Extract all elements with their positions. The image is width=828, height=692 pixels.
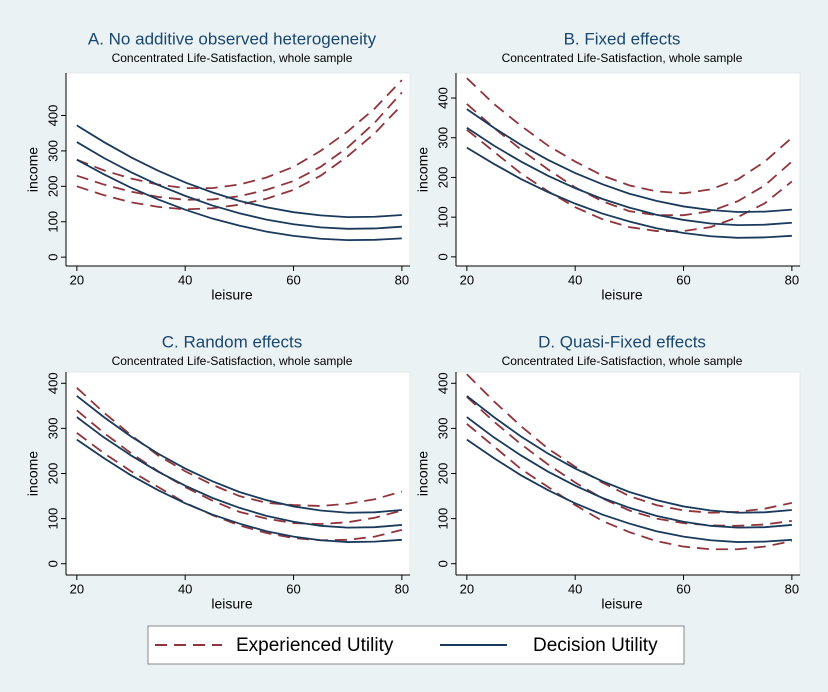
- data-line: [466, 438, 792, 543]
- plot-area: [455, 72, 801, 267]
- data-line: [76, 432, 403, 542]
- data-line: [466, 395, 792, 514]
- data-line: [76, 79, 403, 189]
- data-line: [466, 127, 792, 226]
- y-tick-label: 100: [435, 206, 450, 228]
- panel-subtitle: Concentrated Life-Satisfaction, whole sa…: [502, 51, 743, 65]
- panel-title: B. Fixed effects: [564, 29, 681, 48]
- data-line: [466, 103, 793, 217]
- data-line: [76, 104, 403, 211]
- y-tick-label: 400: [45, 372, 60, 394]
- data-line: [466, 108, 792, 213]
- x-tick-label: 40: [568, 272, 582, 287]
- data-line: [76, 124, 402, 219]
- y-axis-label: income: [415, 451, 431, 496]
- panel-title: D. Quasi-Fixed effects: [538, 332, 706, 351]
- panel: A. No additive observed heterogeneity Con…: [25, 29, 411, 303]
- x-tick-label: 40: [178, 581, 192, 596]
- x-tick-label: 40: [178, 272, 192, 287]
- data-line: [76, 395, 402, 514]
- data-line: [466, 77, 793, 195]
- x-tick-label: 60: [676, 272, 690, 287]
- x-tick-label: 40: [568, 581, 582, 596]
- data-line: [466, 396, 792, 527]
- x-tick-label: 20: [70, 272, 84, 287]
- x-axis-label: leisure: [211, 287, 252, 303]
- y-tick-label: 0: [45, 254, 60, 261]
- panel: C. Random effects Concentrated Life-Satis…: [25, 332, 411, 612]
- legend-label: Decision Utility: [533, 635, 658, 656]
- x-tick-label: 20: [70, 581, 84, 596]
- x-tick-label: 80: [395, 272, 409, 287]
- x-tick-label: 20: [460, 272, 474, 287]
- panel: D. Quasi-Fixed effects Concentrated Life-…: [415, 332, 801, 612]
- y-tick-label: 100: [45, 211, 60, 233]
- x-axis-label: leisure: [601, 287, 642, 303]
- y-tick-label: 400: [45, 105, 60, 127]
- y-tick-label: 300: [45, 418, 60, 440]
- y-tick-label: 0: [435, 253, 450, 260]
- data-line: [76, 158, 402, 242]
- data-line: [76, 91, 403, 201]
- plot-area: [65, 371, 411, 576]
- data-line: [466, 416, 792, 529]
- data-line: [466, 146, 792, 239]
- y-tick-label: 100: [45, 508, 60, 530]
- x-axis-label: leisure: [601, 596, 642, 612]
- panel-title: C. Random effects: [162, 332, 302, 351]
- data-line: [76, 141, 402, 230]
- panel-title: A. No additive observed heterogeneity: [88, 29, 377, 48]
- y-tick-label: 400: [435, 372, 450, 394]
- data-line: [76, 387, 403, 507]
- legend-label: Experienced Utility: [236, 635, 394, 656]
- plot-area: [455, 371, 801, 576]
- y-tick-label: 100: [435, 508, 450, 530]
- y-tick-label: 400: [435, 87, 450, 109]
- y-tick-label: 0: [45, 560, 60, 567]
- y-tick-label: 0: [435, 560, 450, 567]
- y-tick-label: 200: [435, 463, 450, 485]
- y-tick-label: 200: [435, 167, 450, 189]
- y-tick-label: 300: [435, 127, 450, 149]
- data-line: [76, 416, 402, 529]
- x-tick-label: 60: [286, 272, 300, 287]
- y-axis-label: income: [25, 147, 41, 192]
- plot-area: [65, 72, 411, 267]
- x-tick-label: 80: [785, 272, 799, 287]
- legend-box: [147, 625, 685, 665]
- y-tick-label: 200: [45, 175, 60, 197]
- x-tick-label: 80: [785, 581, 799, 596]
- y-axis-label: income: [25, 451, 41, 496]
- panel: B. Fixed effects Concentrated Life-Satisf…: [415, 29, 801, 303]
- y-tick-label: 300: [435, 418, 450, 440]
- panel-subtitle: Concentrated Life-Satisfaction, whole sa…: [502, 354, 743, 368]
- x-tick-label: 60: [286, 581, 300, 596]
- data-line: [466, 423, 793, 551]
- data-line: [76, 409, 403, 525]
- x-tick-label: 20: [460, 581, 474, 596]
- x-tick-label: 80: [395, 581, 409, 596]
- x-tick-label: 60: [676, 581, 690, 596]
- x-axis-label: leisure: [211, 596, 252, 612]
- y-tick-label: 200: [45, 463, 60, 485]
- data-line: [466, 129, 793, 232]
- y-tick-label: 300: [45, 140, 60, 162]
- panel-subtitle: Concentrated Life-Satisfaction, whole sa…: [112, 354, 353, 368]
- legend: Experienced Utility Decision Utility: [147, 625, 685, 665]
- data-line: [76, 438, 402, 543]
- y-axis-label: income: [415, 147, 431, 192]
- panel-subtitle: Concentrated Life-Satisfaction, whole sa…: [112, 51, 353, 65]
